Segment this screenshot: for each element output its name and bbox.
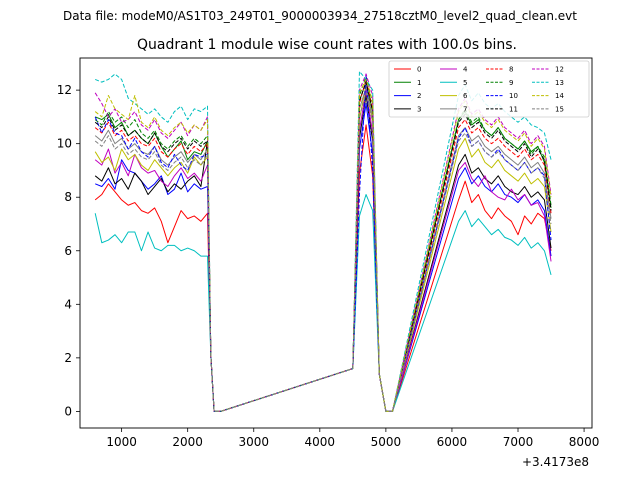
y-tick-label: 4 <box>64 297 72 311</box>
series-line-15 <box>94 92 552 412</box>
chart-title: Quadrant 1 module wise count rates with … <box>137 37 517 53</box>
chart-suptitle: Data file: modeM0/AS1T03_249T01_90000039… <box>63 9 577 23</box>
legend-label-3: 3 <box>417 105 421 113</box>
legend-label-15: 15 <box>555 105 564 113</box>
legend-label-9: 9 <box>509 79 513 87</box>
x-tick-label: 4000 <box>305 435 336 449</box>
legend-label-0: 0 <box>417 66 421 74</box>
legend-label-5: 5 <box>463 79 467 87</box>
legend-label-11: 11 <box>509 105 518 113</box>
legend-label-8: 8 <box>509 66 513 74</box>
y-tick-label: 0 <box>64 404 72 418</box>
y-tick-label: 6 <box>64 244 72 258</box>
legend-label-7: 7 <box>463 105 467 113</box>
y-tick-label: 2 <box>64 351 72 365</box>
series-layer <box>94 70 552 412</box>
x-tick-label: 8000 <box>569 435 600 449</box>
x-tick-label: 1000 <box>106 435 137 449</box>
legend-label-6: 6 <box>463 92 468 100</box>
legend-label-10: 10 <box>509 92 518 100</box>
x-tick-label: 3000 <box>238 435 269 449</box>
legend-label-12: 12 <box>555 66 564 74</box>
legend-frame <box>388 60 590 118</box>
y-tick-label: 10 <box>57 137 72 151</box>
y-tick-label: 12 <box>57 83 72 97</box>
legend-label-14: 14 <box>555 92 564 100</box>
x-offset-label: +3.4173e8 <box>522 455 589 469</box>
legend-label-2: 2 <box>417 92 421 100</box>
legend-label-13: 13 <box>555 79 564 87</box>
legend-label-4: 4 <box>463 66 468 74</box>
legend-label-1: 1 <box>417 79 421 87</box>
series-line-12 <box>94 73 552 412</box>
axis-ticks: 1000 2000 3000 4000 5000 6000 7000 8000 0 2 4 6 8 10 1… <box>57 83 600 449</box>
plot-frame <box>79 57 593 429</box>
x-tick-label: 6000 <box>437 435 468 449</box>
y-tick-label: 8 <box>64 190 72 204</box>
x-tick-label: 5000 <box>371 435 402 449</box>
x-tick-label: 7000 <box>503 435 534 449</box>
x-tick-label: 2000 <box>172 435 203 449</box>
